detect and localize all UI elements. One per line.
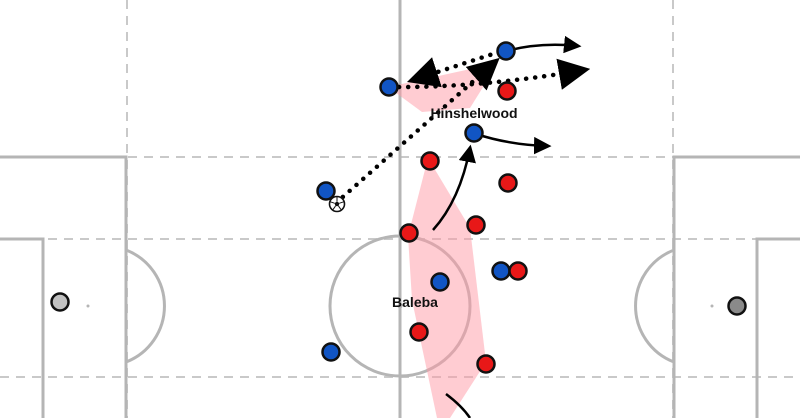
run-arrow-top — [506, 45, 578, 51]
football-icon — [330, 197, 345, 212]
red-player — [411, 324, 428, 341]
blue-player — [498, 43, 515, 60]
red-player — [510, 263, 527, 280]
red-player — [478, 356, 495, 373]
left-goal-area — [0, 239, 43, 418]
right-goal-area — [757, 239, 800, 418]
run-arrow-middle — [476, 134, 548, 146]
blue-player — [318, 183, 335, 200]
blue-player — [493, 263, 510, 280]
blue-player — [381, 79, 398, 96]
red-player — [500, 175, 517, 192]
player-label-hinshelwood: Hinshelwood — [430, 105, 517, 121]
right-penalty-arc — [636, 250, 674, 362]
red-player — [422, 153, 439, 170]
player-label-baleba: Baleba — [392, 294, 438, 310]
left-penalty-spot — [87, 305, 90, 308]
goalkeeper-left — [52, 294, 69, 311]
left-penalty-area — [0, 157, 126, 418]
red-player — [499, 83, 516, 100]
blue-player — [466, 125, 483, 142]
left-penalty-arc — [126, 250, 164, 362]
red-player — [468, 217, 485, 234]
right-penalty-area — [674, 157, 800, 418]
blue-player — [432, 274, 449, 291]
red-player — [401, 225, 418, 242]
goalkeeper-right — [729, 298, 746, 315]
blue-player — [323, 344, 340, 361]
right-penalty-spot — [711, 305, 714, 308]
